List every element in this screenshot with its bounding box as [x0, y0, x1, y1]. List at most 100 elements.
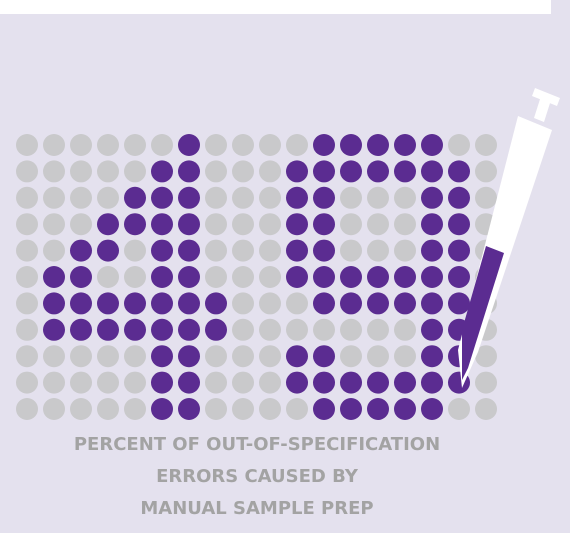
- background-dot: [70, 187, 92, 209]
- stat-dot: [313, 345, 335, 367]
- background-dot: [232, 134, 254, 156]
- caption-line: MANUAL SAMPLE PREP: [140, 498, 373, 519]
- background-dot: [16, 372, 38, 394]
- background-dot: [97, 345, 119, 367]
- stat-dot: [178, 319, 200, 341]
- stat-dot: [205, 292, 227, 314]
- background-dot: [232, 266, 254, 288]
- stat-dot: [394, 372, 416, 394]
- background-dot: [232, 345, 254, 367]
- page: PERCENT OF OUT-OF-SPECIFICATION ERRORS C…: [0, 0, 570, 529]
- stat-dot: [394, 398, 416, 420]
- background-dot: [232, 292, 254, 314]
- background-dot: [259, 187, 281, 209]
- stat-dot: [178, 240, 200, 262]
- background-dot: [394, 213, 416, 235]
- background-dot: [286, 292, 308, 314]
- stat-dot: [70, 292, 92, 314]
- background-dot: [205, 266, 227, 288]
- background-dot: [43, 372, 65, 394]
- background-dot: [205, 372, 227, 394]
- background-dot: [16, 187, 38, 209]
- stat-dot: [421, 266, 443, 288]
- background-dot: [205, 187, 227, 209]
- stat-dot: [313, 213, 335, 235]
- stat-dot: [421, 292, 443, 314]
- background-dot: [205, 398, 227, 420]
- stat-dot: [340, 292, 362, 314]
- background-dot: [367, 213, 389, 235]
- background-dot: [43, 187, 65, 209]
- background-dot: [16, 398, 38, 420]
- background-dot: [367, 187, 389, 209]
- background-dot: [70, 398, 92, 420]
- background-dot: [124, 345, 146, 367]
- caption-line: ERRORS CAUSED BY: [156, 466, 359, 487]
- stat-dot: [151, 345, 173, 367]
- background-dot: [151, 134, 173, 156]
- background-dot: [97, 134, 119, 156]
- background-dot: [43, 398, 65, 420]
- background-dot: [16, 292, 38, 314]
- background-dot: [259, 292, 281, 314]
- background-dot: [367, 345, 389, 367]
- stat-dot: [313, 292, 335, 314]
- stat-dot: [151, 372, 173, 394]
- background-dot: [232, 319, 254, 341]
- background-dot: [124, 134, 146, 156]
- stat-dot: [367, 134, 389, 156]
- stat-dot: [286, 213, 308, 235]
- background-dot: [205, 160, 227, 182]
- top-panel: [0, 0, 551, 14]
- stat-dot: [421, 398, 443, 420]
- background-dot: [97, 372, 119, 394]
- background-dot: [286, 134, 308, 156]
- background-dot: [16, 266, 38, 288]
- background-dot: [475, 134, 497, 156]
- stat-dot: [394, 266, 416, 288]
- background-dot: [286, 319, 308, 341]
- stat-dot: [97, 213, 119, 235]
- background-dot: [259, 134, 281, 156]
- stat-dot: [286, 187, 308, 209]
- stat-dot: [178, 187, 200, 209]
- background-dot: [259, 213, 281, 235]
- background-dot: [448, 134, 470, 156]
- background-dot: [313, 319, 335, 341]
- stat-dot: [97, 319, 119, 341]
- stat-dot: [70, 266, 92, 288]
- background-dot: [124, 240, 146, 262]
- stat-dot: [151, 213, 173, 235]
- background-dot: [97, 187, 119, 209]
- stat-dot: [151, 187, 173, 209]
- stat-dot: [286, 345, 308, 367]
- background-dot: [70, 134, 92, 156]
- stat-dot: [367, 292, 389, 314]
- stat-dot: [394, 292, 416, 314]
- stat-dot: [70, 240, 92, 262]
- stat-dot: [178, 345, 200, 367]
- stat-dot: [178, 134, 200, 156]
- background-dot: [43, 160, 65, 182]
- background-dot: [205, 345, 227, 367]
- background-dot: [367, 240, 389, 262]
- stat-dot: [43, 266, 65, 288]
- stat-dot: [178, 372, 200, 394]
- background-dot: [475, 398, 497, 420]
- background-dot: [232, 160, 254, 182]
- background-dot: [286, 398, 308, 420]
- stat-dot: [340, 134, 362, 156]
- stat-dot: [286, 266, 308, 288]
- stat-dot: [178, 398, 200, 420]
- background-dot: [259, 345, 281, 367]
- background-dot: [43, 345, 65, 367]
- stat-dot: [340, 160, 362, 182]
- stat-dot: [97, 292, 119, 314]
- stat-dot: [421, 160, 443, 182]
- background-dot: [205, 134, 227, 156]
- stat-dot: [286, 240, 308, 262]
- stat-dot: [340, 266, 362, 288]
- background-dot: [448, 398, 470, 420]
- stat-dot: [448, 187, 470, 209]
- stat-dot: [394, 134, 416, 156]
